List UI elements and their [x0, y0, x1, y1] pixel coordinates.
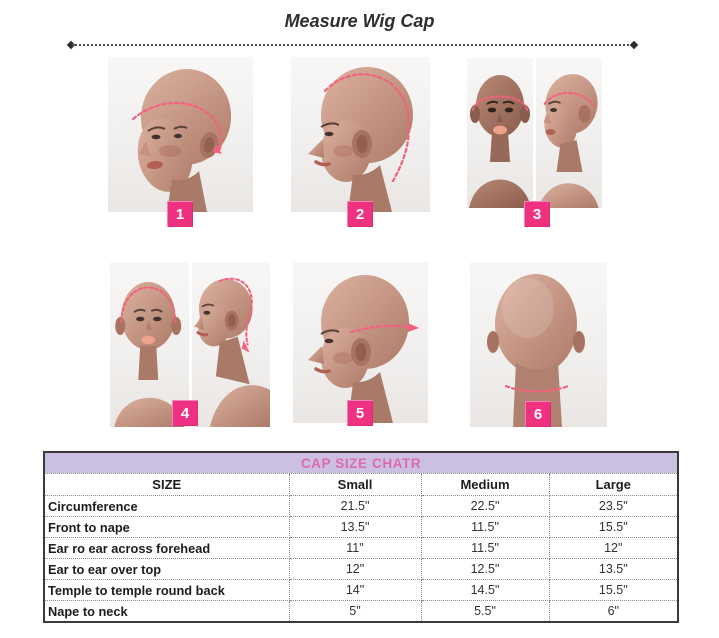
mannequin-head-profile-icon [193, 277, 270, 427]
value-cell: 23.5" [548, 495, 679, 517]
mannequin-head-front-icon [469, 75, 531, 208]
step-badge-1: 1 [167, 201, 193, 227]
figure-4-ear-to-ear-over-top [110, 262, 270, 427]
figure-6-nape-to-neck [470, 262, 607, 427]
value-cell: 12.5" [420, 558, 550, 580]
value-cell: 14" [288, 579, 422, 601]
value-cell: 13.5" [548, 558, 679, 580]
value-cell: 12" [548, 537, 679, 559]
column-header-large: Large [548, 473, 679, 496]
row-label: Temple to temple round back [43, 579, 290, 601]
step-badge-2: 2 [347, 201, 373, 227]
value-cell: 22.5" [420, 495, 550, 517]
row-label: Ear to ear over top [43, 558, 290, 580]
mannequin-head-three-quarter-icon [538, 74, 599, 208]
column-header-small: Small [288, 473, 422, 496]
photo-panel [536, 58, 602, 208]
table-row: Circumference 21.5" 22.5" 23.5" [43, 495, 679, 517]
chart-title-row: CAP SIZE CHATR [43, 451, 679, 474]
measurement-dotted-line [504, 384, 570, 393]
mannequin-head-profile-icon [308, 67, 413, 212]
value-cell: 13.5" [288, 516, 422, 538]
value-cell: 15.5" [548, 579, 679, 601]
table-row: Ear to ear over top 12" 12.5" 13.5" [43, 558, 679, 580]
chart-header-row: SIZE Small Medium Large [43, 473, 679, 496]
diamond-right-icon [629, 40, 639, 50]
value-cell: 11" [288, 537, 422, 559]
column-header-medium: Medium [420, 473, 550, 496]
figure-5-temple-to-temple [293, 262, 428, 423]
measurement-dotted-line [472, 95, 528, 111]
value-cell: 21.5" [288, 495, 422, 517]
value-cell: 12" [288, 558, 422, 580]
photo-panel [191, 262, 270, 427]
mannequin-head-profile-icon [308, 275, 419, 423]
table-row: Nape to neck 5" 5.5" 6" [43, 600, 679, 623]
table-row: Ear ro ear across forehead 11" 11.5" 12" [43, 537, 679, 559]
row-label: Nape to neck [43, 600, 290, 623]
measurement-dotted-line [131, 101, 222, 151]
table-row: Temple to temple round back 14" 14.5" 15… [43, 579, 679, 601]
measurement-dotted-line [543, 91, 596, 107]
mannequin-head-front-icon [114, 282, 185, 427]
measurement-dotted-line [120, 286, 177, 323]
measurement-arrow-icon [241, 340, 250, 353]
mannequin-head-three-quarter-icon [131, 69, 232, 212]
measurement-dotted-line [218, 277, 253, 346]
page-title: Measure Wig Cap [284, 11, 435, 31]
photo-panel [467, 58, 533, 208]
row-label: Circumference [43, 495, 290, 517]
value-cell: 5.5" [420, 600, 550, 623]
step-badge-4: 4 [172, 400, 198, 426]
row-label: Front to nape [43, 516, 290, 538]
figure-1-circumference [108, 57, 253, 212]
column-header-size: SIZE [43, 473, 290, 496]
measurement-arrow-icon [213, 144, 222, 154]
measurement-dotted-line [323, 73, 411, 183]
cap-size-chart-table: CAP SIZE CHATR SIZE Small Medium Large C… [43, 451, 680, 623]
step-badge-6: 6 [525, 401, 551, 427]
measurement-dotted-line [349, 324, 413, 334]
value-cell: 6" [548, 600, 679, 623]
value-cell: 14.5" [420, 579, 550, 601]
chart-title: CAP SIZE CHATR [43, 451, 679, 474]
value-cell: 11.5" [420, 537, 550, 559]
photo-panel [110, 262, 189, 427]
table-row: Front to nape 13.5" 11.5" 15.5" [43, 516, 679, 538]
value-cell: 11.5" [420, 516, 550, 538]
value-cell: 5" [288, 600, 422, 623]
figure-2-front-to-nape [291, 57, 430, 212]
figure-3-ear-to-ear-across-forehead [467, 58, 602, 208]
row-label: Ear ro ear across forehead [43, 537, 290, 559]
measure-ruler-line [66, 40, 639, 50]
step-badge-5: 5 [347, 400, 373, 426]
step-badge-3: 3 [524, 201, 550, 227]
value-cell: 15.5" [548, 516, 679, 538]
measurement-arrow-icon [408, 323, 419, 332]
